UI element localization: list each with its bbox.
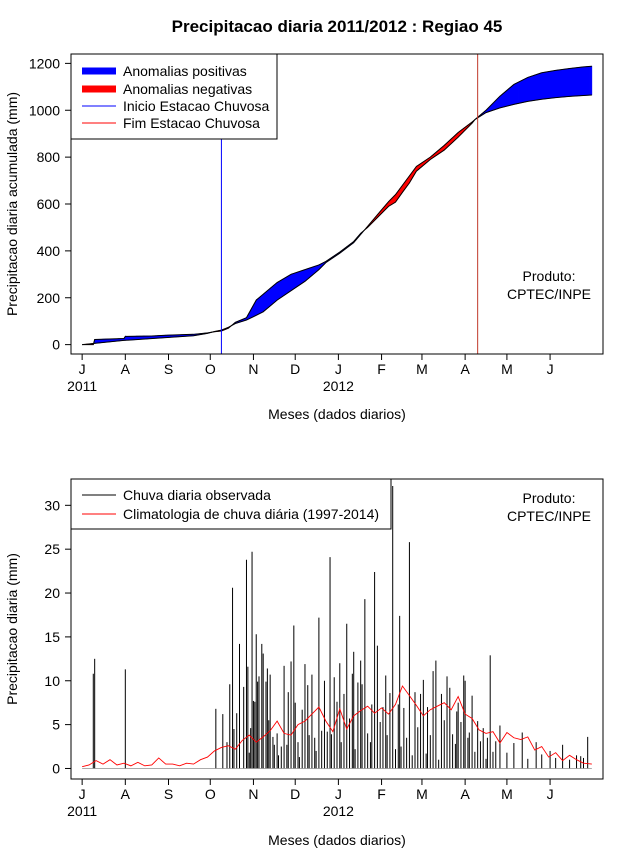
- product-note-2-line1: Produto:: [523, 490, 576, 506]
- c2-ytick-label-6: 30: [44, 497, 60, 513]
- c1-xtick-label-5: D: [290, 361, 300, 377]
- c1-xtick-label-4: N: [248, 361, 258, 377]
- c2-ytick-label-1: 5: [52, 717, 60, 733]
- legend-label-climatology: Climatologia de chuva diária (1997-2014): [123, 506, 379, 522]
- c1-ytick-label-2: 400: [37, 243, 61, 259]
- c2-xtick-label-10: M: [501, 786, 513, 802]
- legend: Anomalias positivas Anomalias negativas …: [70, 53, 278, 140]
- daily-rain-bars: [82, 486, 592, 769]
- product-note-line1: Produto:: [523, 268, 576, 284]
- legend-label-positive: Anomalias positivas: [123, 63, 247, 79]
- c2-xtick-label-2: S: [164, 786, 173, 802]
- legend-label-negative: Anomalias negativas: [123, 81, 252, 97]
- c2-xtick-label-9: A: [460, 786, 470, 802]
- product-note-line2: CPTEC/INPE: [507, 286, 591, 302]
- c2-ytick-label-2: 10: [44, 673, 60, 689]
- c2-year-label-0: 2011: [67, 803, 97, 819]
- c1-ytick-label-4: 800: [37, 149, 61, 165]
- c2-xtick-label-0: J: [79, 786, 86, 802]
- c1-xtick-label-1: A: [121, 361, 131, 377]
- x-axis-label-2: Meses (dados diarios): [268, 832, 406, 848]
- c2-ytick-label-5: 25: [44, 541, 60, 557]
- product-note: Produto: CPTEC/INPE: [507, 268, 591, 302]
- c1-xtick-label-10: M: [501, 361, 513, 377]
- c1-xtick-label-3: O: [205, 361, 216, 377]
- c1-xtick-label-11: J: [547, 361, 554, 377]
- chart-title: Precipitacao diaria 2011/2012 : Regiao 4…: [172, 17, 503, 36]
- c1-xtick-label-6: J: [335, 361, 342, 377]
- c1-xtick-label-9: A: [460, 361, 470, 377]
- y-axis-2: 0 5 10 15 20 25 30: [44, 497, 71, 776]
- c2-xtick-label-6: J: [335, 786, 342, 802]
- c2-xtick-label-5: D: [290, 786, 300, 802]
- c1-ytick-label-5: 1000: [29, 102, 60, 118]
- y-axis-label: Precipitacao diaria acumulada (mm): [4, 92, 20, 316]
- c2-xtick-label-3: O: [205, 786, 216, 802]
- c2-ytick-label-4: 20: [44, 585, 60, 601]
- c2-xtick-label-7: F: [377, 786, 386, 802]
- c1-xtick-label-0: J: [79, 361, 86, 377]
- c1-ytick-label-6: 1200: [29, 55, 60, 71]
- anomaly-segment-365: [590, 65, 593, 96]
- legend-2-box: [70, 478, 392, 530]
- c2-ytick-label-3: 15: [44, 629, 60, 645]
- observed-cumulative-line: [82, 65, 592, 346]
- c2-xtick-label-4: N: [248, 786, 258, 802]
- c1-xtick-label-7: F: [377, 361, 386, 377]
- accumulation-lines: [82, 65, 592, 346]
- legend-label-observed: Chuva diaria observada: [123, 487, 271, 503]
- cumulative-precipitation-chart: Precipitacao diaria 2011/2012 : Regiao 4…: [4, 17, 604, 422]
- c2-year-label-1: 2012: [323, 803, 354, 819]
- product-note-2-line2: CPTEC/INPE: [507, 508, 591, 524]
- c1-year-label-0: 2011: [67, 378, 97, 394]
- y-axis-label-2: Precipitacao diaria (mm): [4, 553, 20, 705]
- c1-ytick-label-3: 600: [37, 196, 61, 212]
- legend-2: Chuva diaria observada Climatologia de c…: [70, 478, 392, 530]
- c2-xtick-label-8: M: [416, 786, 428, 802]
- c1-xtick-label-2: S: [164, 361, 173, 377]
- legend-label-fim: Fim Estacao Chuvosa: [123, 115, 260, 131]
- c2-ytick-label-0: 0: [52, 760, 60, 776]
- y-axis: 0 200 400 600 800 1000 1200: [29, 55, 71, 353]
- climatology-line: [82, 685, 592, 768]
- c2-xtick-label-11: J: [547, 786, 554, 802]
- c1-ytick-label-0: 0: [52, 337, 60, 353]
- climatology-line-group: [82, 685, 592, 768]
- x-axis-label: Meses (dados diarios): [268, 406, 406, 422]
- c1-xtick-label-8: M: [416, 361, 428, 377]
- climatology-cumulative-line: [82, 94, 592, 346]
- legend-label-inicio: Inicio Estacao Chuvosa: [123, 98, 270, 114]
- c2-xtick-label-1: A: [121, 786, 131, 802]
- product-note-2: Produto: CPTEC/INPE: [507, 490, 591, 524]
- c1-ytick-label-1: 200: [37, 290, 61, 306]
- c1-year-label-1: 2012: [323, 378, 354, 394]
